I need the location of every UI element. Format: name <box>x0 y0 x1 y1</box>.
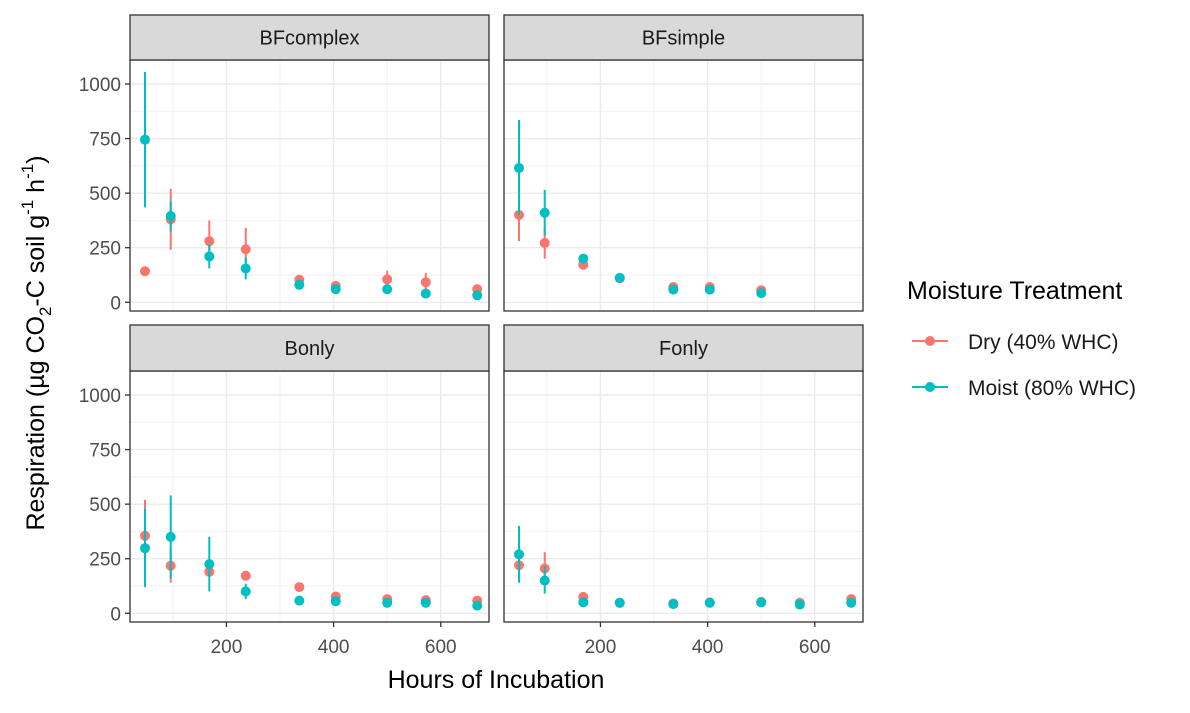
data-point <box>140 543 151 554</box>
y-tick-label: 0 <box>110 604 121 625</box>
y-axis-title-end: ) <box>22 155 50 163</box>
y-axis-title: Respiration (µg CO2-C soil g-1 h-1) <box>18 155 55 530</box>
data-point <box>330 596 341 607</box>
y-axis-title-sup1: -1 <box>18 200 37 215</box>
facet-title: BFsimple <box>642 28 725 50</box>
x-tick-label: 200 <box>211 637 243 658</box>
facet-panel: Bonly 0 250 500 750 1000 200 400 600 <box>79 324 490 658</box>
y-tick-label: 500 <box>89 184 121 205</box>
data-point <box>578 253 589 264</box>
x-tick-label: 400 <box>692 637 724 658</box>
data-point <box>704 597 715 608</box>
data-point <box>614 272 625 283</box>
data-point <box>204 559 215 570</box>
panel-background <box>504 371 863 622</box>
data-point <box>382 284 393 295</box>
panel-background <box>130 60 489 311</box>
data-point <box>382 274 393 285</box>
data-point <box>240 570 251 581</box>
series-moist <box>140 72 483 301</box>
y-tick-label: 750 <box>89 130 121 151</box>
data-point <box>846 597 857 608</box>
data-point <box>472 600 483 611</box>
panels-layer: BFcomplex 0 250 500 750 1000 BFsimple Bonly 0 250… <box>79 14 864 658</box>
y-axis-title-main: Respiration (µg CO <box>22 316 50 530</box>
facet-strip <box>503 324 864 372</box>
y-tick-label: 750 <box>89 441 121 462</box>
data-point <box>704 284 715 295</box>
facet-panel: Fonly 200 400 600 <box>503 324 864 658</box>
series-moist <box>514 525 857 610</box>
facet-panel: BFcomplex 0 250 500 750 1000 <box>79 14 490 314</box>
data-point <box>240 244 251 255</box>
y-tick-label: 0 <box>110 293 121 314</box>
facet-strip <box>129 14 490 61</box>
x-axis-title: Hours of Incubation <box>388 666 605 694</box>
legend-item-dry: Dry (40% WHC) <box>912 331 1119 354</box>
series-moist <box>514 120 767 299</box>
facet-title: BFcomplex <box>259 28 359 50</box>
facet-title: Fonly <box>659 338 708 360</box>
x-tick-label: 600 <box>799 637 831 658</box>
data-point <box>420 597 431 608</box>
y-axis-title-mid: -C soil g <box>22 215 50 307</box>
data-point <box>539 237 550 248</box>
facet-title: Bonly <box>284 338 334 360</box>
data-point <box>756 288 767 299</box>
data-point <box>756 597 767 608</box>
legend: Moisture Treatment Dry (40% WHC) Moist (… <box>907 277 1136 400</box>
y-axis-title-sub: 2 <box>36 307 55 316</box>
facet-strip <box>503 14 864 61</box>
y-tick-label: 1000 <box>79 75 121 96</box>
series-moist <box>140 495 483 611</box>
panel-background <box>504 60 863 311</box>
data-point <box>382 597 393 608</box>
data-point <box>420 288 431 299</box>
data-point <box>539 575 550 586</box>
data-point <box>420 277 431 288</box>
data-point <box>330 284 341 295</box>
data-point <box>539 207 550 218</box>
facet-strip <box>129 324 490 372</box>
facet-panel: BFsimple <box>503 14 864 312</box>
data-point <box>140 266 151 277</box>
legend-label-moist: Moist (80% WHC) <box>968 377 1136 400</box>
y-tick-label: 500 <box>89 495 121 516</box>
x-tick-label: 200 <box>585 637 617 658</box>
data-point <box>514 549 525 560</box>
data-point <box>165 531 176 542</box>
data-point <box>578 597 589 608</box>
data-point <box>668 284 679 295</box>
data-point <box>240 263 251 274</box>
data-point <box>614 597 625 608</box>
legend-item-moist: Moist (80% WHC) <box>912 377 1136 400</box>
data-point <box>472 290 483 301</box>
y-tick-label: 250 <box>89 239 121 260</box>
data-point <box>514 163 525 174</box>
legend-key-point-moist <box>925 382 935 392</box>
legend-label-dry: Dry (40% WHC) <box>968 331 1119 354</box>
y-tick-label: 250 <box>89 550 121 571</box>
x-tick-label: 400 <box>318 637 350 658</box>
data-point <box>294 279 305 290</box>
legend-key-point-dry <box>925 336 935 346</box>
data-point <box>668 599 679 610</box>
y-axis-title-sup2: -1 <box>18 164 37 179</box>
data-point <box>294 595 305 606</box>
data-point <box>204 236 215 247</box>
x-tick-label: 600 <box>425 637 457 658</box>
data-point <box>240 586 251 597</box>
data-point <box>794 599 805 610</box>
y-axis-title-h: h <box>22 179 50 200</box>
panel-background <box>130 371 489 622</box>
data-point <box>204 251 215 262</box>
y-tick-label: 1000 <box>79 386 121 407</box>
legend-title: Moisture Treatment <box>907 277 1122 305</box>
data-point <box>294 582 305 593</box>
data-point <box>140 134 151 145</box>
data-point <box>165 211 176 222</box>
